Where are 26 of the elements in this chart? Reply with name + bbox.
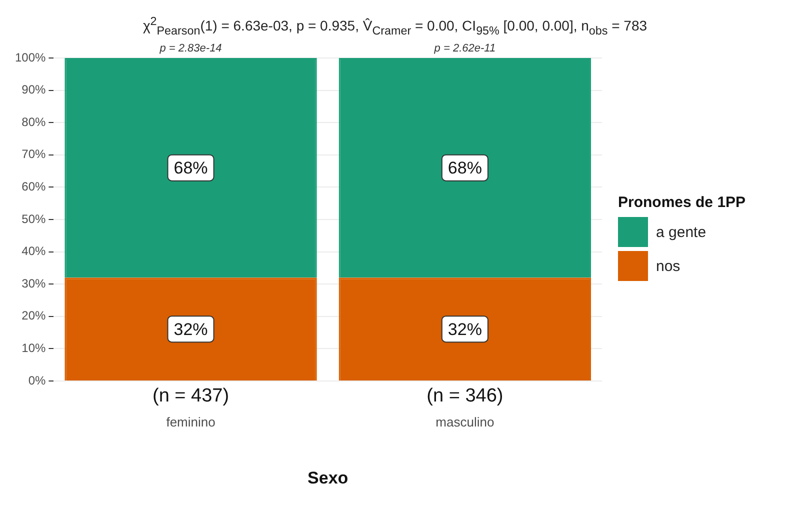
chart-title: χ$^{2}$$_{Pearson}$(1) = 6.63e-03, p = 0.935, V̂$_{Cramer}$ = 0.00, CI$_{95%}$ [0.00, 0.00], n$_{obs}$ = 783 — [142, 15, 648, 38]
data-label: 68% — [448, 158, 482, 178]
text: (n = 346) — [426, 386, 504, 407]
y-tick-label: 80% — [22, 114, 46, 129]
legend-label: nos — [656, 258, 680, 274]
y-tick-label: 90% — [22, 82, 46, 97]
y-tick-label: 70% — [22, 147, 46, 162]
annotation: p = 2.62e-11 — [433, 42, 496, 55]
y-tick-label: 60% — [22, 180, 46, 194]
annotation: p = 2.83e-14 — [158, 42, 222, 55]
data-label: 32% — [174, 320, 208, 339]
legend-label: a gente — [656, 224, 706, 240]
x-axis-title: Sexo — [308, 468, 348, 488]
y-tick-label: 50% — [22, 212, 46, 226]
y-tick-label: 10% — [22, 341, 46, 356]
data-label: 32% — [448, 320, 482, 339]
y-tick-label: 20% — [22, 308, 46, 323]
data-label: 68% — [174, 158, 208, 178]
y-tick-label: 30% — [22, 276, 46, 290]
y-tick-label: 0% — [28, 373, 46, 388]
x-tick-label: feminino — [166, 414, 216, 430]
legend-title: Pronomes de 1PP — [618, 194, 746, 211]
x-tick-label: masculino — [436, 414, 494, 430]
y-tick-label: 100% — [14, 50, 46, 64]
text: (n = 437) — [152, 386, 230, 407]
y-tick-label: 40% — [22, 244, 46, 258]
